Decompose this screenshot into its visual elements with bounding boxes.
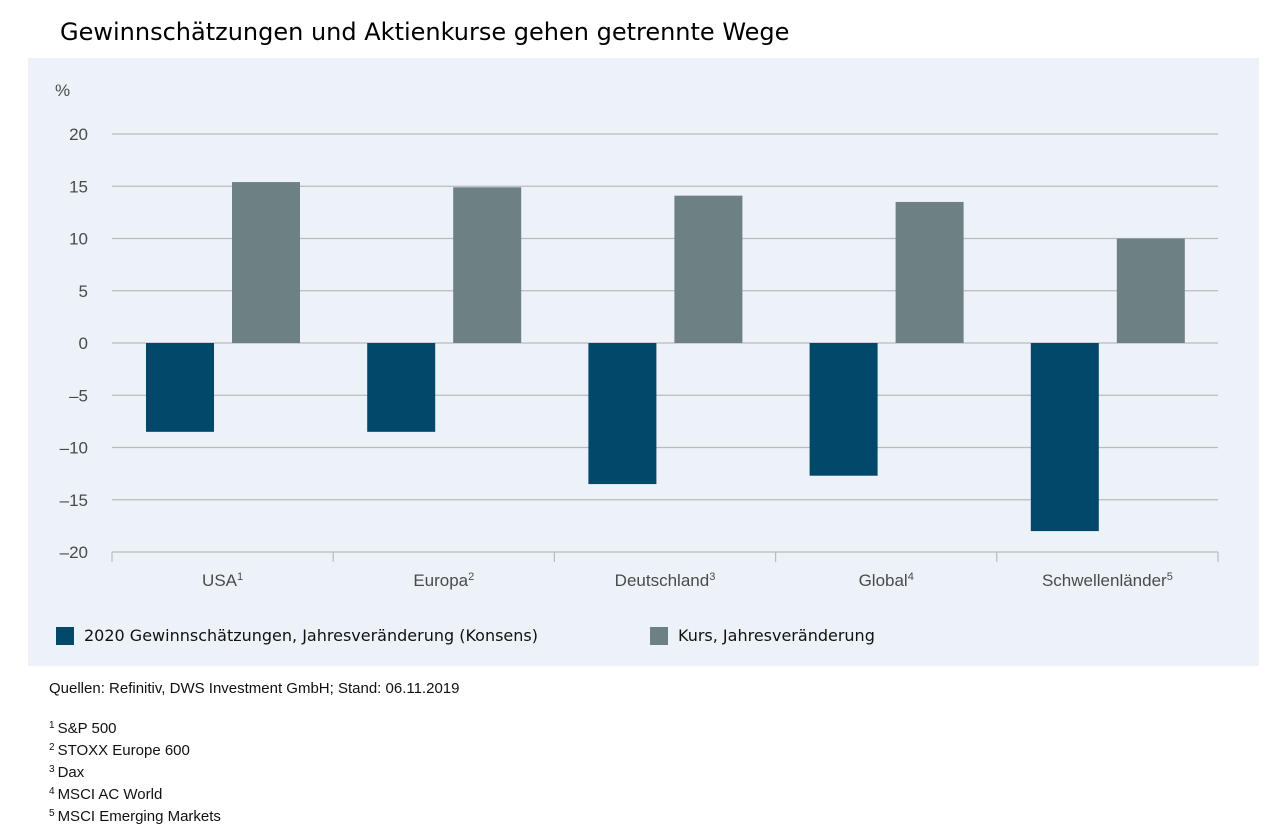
- x-tick-label: Deutschland3: [615, 571, 716, 590]
- bar-earnings: [588, 343, 657, 485]
- footnote: 5 MSCI Emerging Markets: [49, 808, 221, 825]
- footnote: 1 S&P 500: [49, 720, 117, 737]
- bar-price: [1116, 238, 1185, 343]
- y-tick-label: –20: [60, 543, 88, 562]
- legend: 2020 Gewinnschätzungen, Jahresveränderun…: [28, 626, 1259, 654]
- bar-earnings: [1030, 343, 1099, 532]
- y-tick-label: 10: [69, 230, 88, 249]
- bar-price: [232, 182, 300, 343]
- y-tick-label: –5: [69, 386, 88, 405]
- legend-swatch-earnings: [56, 626, 74, 645]
- bar-price: [895, 201, 964, 343]
- y-tick-label: 0: [79, 334, 88, 353]
- source-note: Quellen: Refinitiv, DWS Investment GmbH;…: [49, 680, 460, 697]
- y-tick-label: –15: [60, 491, 88, 510]
- y-tick-label: –10: [60, 439, 88, 458]
- x-tick-label: Schwellenländer5: [1042, 571, 1173, 590]
- legend-label-price: Kurs, Jahresveränderung: [678, 626, 875, 645]
- bar-earnings: [146, 343, 214, 432]
- legend-item-earnings: 2020 Gewinnschätzungen, Jahresveränderun…: [56, 626, 538, 645]
- y-tick-label: 5: [79, 282, 88, 301]
- x-tick-label: Global4: [859, 571, 914, 590]
- legend-label-earnings: 2020 Gewinnschätzungen, Jahresveränderun…: [84, 626, 538, 645]
- footnote: 2 STOXX Europe 600: [49, 742, 190, 759]
- y-tick-label: 15: [69, 177, 88, 196]
- footnote: 4 MSCI AC World: [49, 786, 163, 803]
- y-tick-label: 20: [69, 125, 88, 144]
- bar-earnings: [367, 343, 436, 432]
- legend-item-price: Kurs, Jahresveränderung: [650, 626, 875, 645]
- x-tick-label: Europa2: [413, 571, 474, 590]
- x-tick-label: USA1: [202, 571, 243, 590]
- bar-price: [674, 195, 743, 343]
- footnote: 3 Dax: [49, 764, 85, 781]
- bar-price: [453, 187, 522, 343]
- footnotes: 1 S&P 500 2 STOXX Europe 600 3 Dax 4 MSCI AC Wo…: [49, 716, 221, 826]
- page-title: Gewinnschätzungen und Aktienkurse gehen …: [60, 18, 790, 46]
- legend-swatch-price: [650, 626, 668, 645]
- y-axis-unit-label: %: [55, 81, 70, 100]
- bar-earnings: [809, 343, 878, 476]
